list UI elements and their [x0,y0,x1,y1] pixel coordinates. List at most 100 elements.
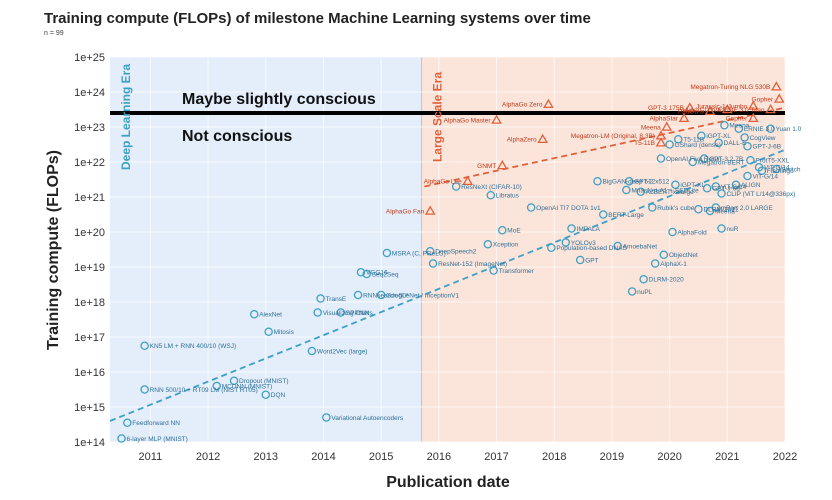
data-label: GPT-2 [634,179,653,186]
data-label: Switch [781,166,801,173]
data-label: RNN 500/10 + RT09 LM (NIST RT05) [150,387,258,394]
data-point [772,164,781,174]
data-label: Flamingo [767,168,794,175]
data-point [264,327,273,336]
data-point [575,255,585,265]
data-label: RNNsearch-50* [363,292,409,299]
x-tick-label: 2011 [139,451,163,463]
x-tick-label: 2016 [427,451,451,463]
data-point [322,413,331,422]
y-tick-label: 1e+23 [74,122,105,134]
data-point-large [684,102,696,112]
data-point [229,376,239,385]
data-label: GPT-J-6B [753,144,782,151]
data-point [547,243,556,252]
data-label: AmoebaNet [623,243,658,250]
x-tick-label: 2022 [773,451,797,463]
data-label: Feedforward NN [132,420,180,427]
data-point-large [537,133,549,144]
data-label: Xception [493,242,519,249]
data-point [451,182,461,191]
data-label: VGG16 [366,270,388,277]
data-label: Dropout (MNIST) [239,378,288,385]
trend-line-deep [109,148,786,422]
data-label: nuPL [637,289,653,296]
annotation-1: Not conscious [182,128,292,145]
data-label: Word2Vec (large) [317,348,367,355]
data-label: Libratus [496,193,520,200]
data-point [316,294,325,303]
data-point [313,308,322,317]
y-tick-label: 1e+20 [74,227,105,239]
data-label: ALBERT-xxlarge [646,189,694,196]
data-point [627,287,637,296]
data-label: GPT-3 2.7B [709,156,743,163]
y-tick-label: 1e+21 [74,192,105,204]
data-point-large [704,105,716,116]
y-tick-label: 1e+17 [74,332,105,344]
data-point [731,180,741,189]
data-label: Megatron-BERT [698,159,745,166]
data-point [498,225,507,235]
data-label: AlphaFold [678,229,708,236]
y-axis-label: Training compute (FLOPs) [45,150,62,350]
data-label: Jurassic-1-Jumbo [696,103,748,110]
data-label: GNMT [477,163,496,170]
data-point-large [721,103,733,114]
data-points [117,81,785,443]
data-point [489,266,498,275]
data-point-large [773,93,785,103]
data-label: MCDNN (MNIST) [222,383,273,390]
y-tick-label: 1e+24 [74,87,105,99]
data-label: ResNet-152 (ImageNet) [438,261,507,268]
chart-subtitle: n = 99 [44,30,64,37]
data-label: MSRA (C, PReLU) [392,250,446,257]
y-tick-label: 1e+14 [74,437,105,449]
data-point [674,134,683,144]
y-tick-label: 1e+18 [74,297,105,309]
data-label: AlexNet [259,312,282,319]
data-labels: Feedforward NN 6-layer MLP (MNIST) KN5 LM … [127,84,802,443]
data-label: ViT-G/14 [753,173,779,180]
data-point [754,162,764,172]
data-point-large [747,112,759,123]
x-axis-label: Publication date [386,474,510,491]
data-point [734,124,744,134]
data-point [486,190,496,200]
data-label: MoE [507,228,521,235]
y-tick-label: 1e+25 [74,52,105,64]
grid-lines [110,56,786,443]
data-label: ProtT5-XXL [755,158,789,165]
data-point [720,121,729,130]
y-tick-label: 1e+19 [74,262,105,274]
data-label: IMPALA [577,226,601,233]
data-point [336,308,346,317]
data-label: DALL-E [724,140,747,147]
data-point [659,250,669,259]
data-label: ViT-G/14 [721,184,747,191]
y-tick-label: 1e+16 [74,367,105,379]
data-point [740,133,749,142]
data-point [766,124,775,134]
data-point [212,381,221,391]
data-point [743,171,752,181]
data-label: GPT [585,257,598,264]
data-point [665,140,674,149]
data-label: OpenAI Five Rerun [666,156,722,163]
data-label: HyperCLOVA [682,107,722,114]
data-point [717,224,726,233]
data-label: mBart 2.0 LARGE [721,205,774,212]
data-label: KN5 LM + RNN 400/10 (WSJ) [150,343,237,350]
chart-title: Training compute (FLOPs) of milestone Ma… [44,10,591,27]
era-label-0: Deep Learning Era [119,64,133,170]
data-label: T5-11B [683,137,704,144]
data-point-large [655,137,667,147]
era-labels: Deep Learning Era Large Scale Era [119,64,445,170]
data-point [743,141,752,151]
y-tick-label: 1e+22 [74,157,105,169]
data-point-large [765,103,776,114]
data-point [711,203,721,212]
data-label: YOLOv3 [571,240,596,247]
data-point [593,176,602,186]
x-tick-label: 2021 [715,451,739,463]
